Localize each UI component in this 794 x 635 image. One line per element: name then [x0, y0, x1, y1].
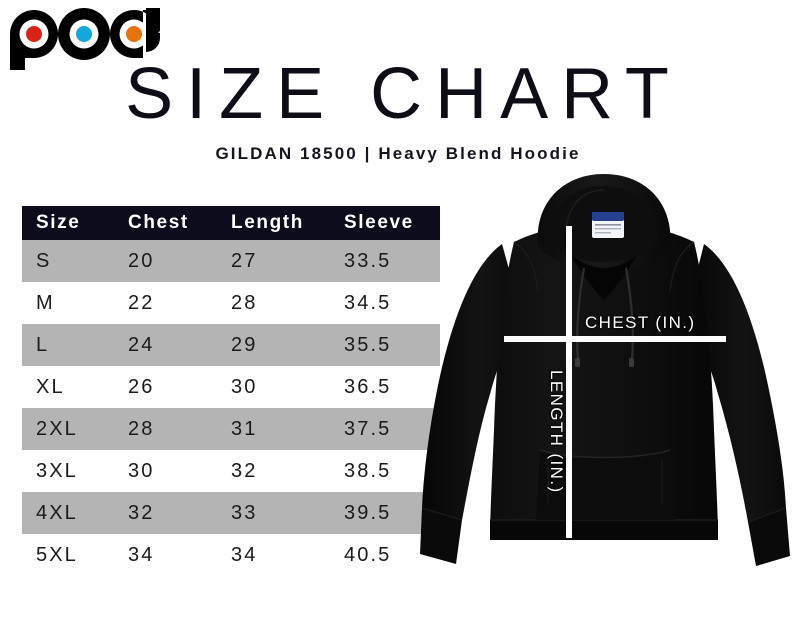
cell-sleeve: 35.5: [344, 333, 392, 356]
cell-chest: 30: [128, 459, 155, 482]
cell-sleeve: 38.5: [344, 459, 392, 482]
chest-measure-label: CHEST (IN.): [585, 313, 696, 332]
cell-size: XL: [36, 375, 65, 398]
table-row: 3XL 30 32 38.5: [22, 450, 440, 492]
cell-size: M: [36, 291, 55, 314]
measurement-line-chest: [504, 336, 726, 342]
cell-sleeve: 40.5: [344, 543, 392, 566]
hoodie-drawstring-tips: [575, 358, 634, 367]
hoodie-drawstrings: [576, 267, 634, 361]
table-row: 4XL 32 33 39.5: [22, 492, 440, 534]
column-header-chest: Chest: [128, 212, 189, 233]
cell-sleeve: 34.5: [344, 291, 392, 314]
hoodie-left-sleeve: [420, 244, 522, 564]
size-table: Size Chest Length Sleeve S 20 27 33.5 M …: [22, 206, 440, 576]
cell-length: 32: [231, 459, 258, 482]
cell-sleeve: 33.5: [344, 249, 392, 272]
logo-letter-o: [58, 8, 110, 60]
cell-length: 33: [231, 501, 258, 524]
cell-size: L: [36, 333, 50, 356]
table-row: 5XL 34 34 40.5: [22, 534, 440, 576]
logo-letter-d: [110, 8, 160, 58]
cell-length: 34: [231, 543, 258, 566]
pod-logo: MAS: [6, 8, 191, 70]
logo-letter-p: [10, 10, 58, 70]
hoodie-shoulder-seams: [513, 241, 695, 293]
page-subtitle: GILDAN 18500 | Heavy Blend Hoodie: [215, 144, 581, 163]
cell-size: 5XL: [36, 543, 78, 566]
table-row: 2XL 28 31 37.5: [22, 408, 440, 450]
length-measure-label: LENGTH (IN.): [547, 370, 566, 494]
cell-size: S: [36, 249, 52, 272]
hoodie-right-sleeve: [686, 244, 790, 566]
cell-chest: 34: [128, 543, 155, 566]
cell-sleeve: 37.5: [344, 417, 392, 440]
table-row: M 22 28 34.5: [22, 282, 440, 324]
cell-sleeve: 39.5: [344, 501, 392, 524]
cell-size: 3XL: [36, 459, 78, 482]
cell-length: 31: [231, 417, 258, 440]
cell-length: 27: [231, 249, 258, 272]
cell-chest: 26: [128, 375, 155, 398]
column-header-sleeve: Sleeve: [344, 212, 414, 233]
cell-chest: 24: [128, 333, 155, 356]
table-header-row: Size Chest Length Sleeve: [22, 206, 440, 240]
table-row: L 24 29 35.5: [22, 324, 440, 366]
table-row: XL 26 30 36.5: [22, 366, 440, 408]
column-header-size: Size: [36, 212, 81, 233]
cell-size: 2XL: [36, 417, 78, 440]
cell-chest: 22: [128, 291, 155, 314]
column-header-length: Length: [231, 212, 304, 233]
cell-size: 4XL: [36, 501, 78, 524]
hoodie-neck-opening: [570, 254, 638, 300]
hoodie-illustration: [418, 168, 794, 598]
cell-length: 28: [231, 291, 258, 314]
table-row: S 20 27 33.5: [22, 240, 440, 282]
cell-sleeve: 36.5: [344, 375, 392, 398]
page-title: SIZE CHART: [125, 54, 682, 134]
hoodie-neck-tag: [592, 212, 624, 238]
cell-chest: 20: [128, 249, 155, 272]
cell-chest: 28: [128, 417, 155, 440]
cell-chest: 32: [128, 501, 155, 524]
cell-length: 30: [231, 375, 258, 398]
measurement-line-length: [566, 226, 572, 538]
cell-length: 29: [231, 333, 258, 356]
